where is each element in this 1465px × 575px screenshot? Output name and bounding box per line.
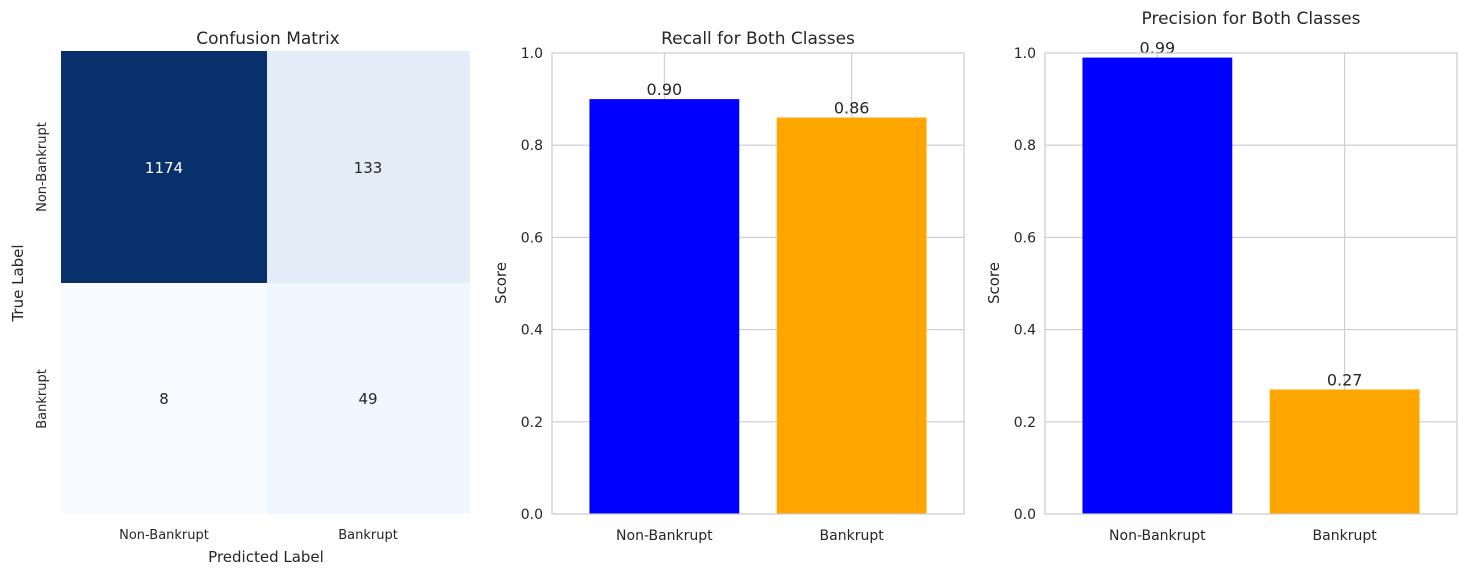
precision-ticks: 0.0 0.2 0.4 0.6 0.8 1.0 Non-Bankrupt Bankrupt [1014, 46, 1377, 544]
p2-x-tick-0: Non-Bankrupt [1109, 528, 1206, 544]
p1-y-tick-1: 0.2 [521, 415, 543, 431]
heatmap-y-tick-1: Bankrupt [35, 369, 50, 429]
precision-bars [1082, 57, 1420, 515]
precision-panel: Precision for Both Classes 0.990.27 0.00… [985, 9, 1458, 544]
p1-y-tick-5: 1.0 [521, 46, 543, 62]
p1-y-tick-4: 0.8 [521, 138, 543, 154]
precision-ylabel: Score [985, 262, 1003, 304]
confusion-matrix-title: Confusion Matrix [196, 29, 340, 49]
p2-y-tick-4: 0.8 [1014, 138, 1036, 154]
p1-data-label-1: 0.86 [834, 99, 870, 118]
heatmap-y-tick-0: Non-Bankrupt [35, 122, 50, 212]
p1-x-tick-0: Non-Bankrupt [616, 528, 713, 544]
recall-ylabel: Score [492, 262, 510, 304]
heatmap-value-0-1: 133 [354, 159, 383, 177]
p2-bar-0 [1082, 57, 1233, 515]
recall-panel: Recall for Both Classes 0.900.86 0.00.20… [492, 29, 965, 544]
heatmap-value-1-1: 49 [358, 390, 377, 408]
heatmap-cell-0-1 [267, 51, 470, 283]
p2-y-tick-3: 0.6 [1014, 230, 1036, 246]
p1-y-tick-3: 0.6 [521, 230, 543, 246]
p1-x-tick-1: Bankrupt [820, 528, 885, 544]
p1-bar-1 [776, 117, 927, 514]
recall-title: Recall for Both Classes [661, 29, 855, 49]
p2-bar-1 [1269, 389, 1420, 514]
heatmap-x-tick-1: Bankrupt [338, 528, 398, 543]
heatmap-value-0-0: 1174 [145, 159, 183, 177]
precision-axes-frame [1044, 52, 1458, 515]
p2-y-tick-1: 0.2 [1014, 415, 1036, 431]
p2-data-label-1: 0.27 [1327, 371, 1363, 390]
p1-y-tick-2: 0.4 [521, 323, 543, 339]
p2-y-tick-5: 1.0 [1014, 46, 1036, 62]
recall-axes-frame [551, 52, 965, 515]
recall-ticks: 0.0 0.2 0.4 0.6 0.8 1.0 Non-Bankrupt Bankrupt [521, 46, 884, 544]
p2-data-label-0: 0.99 [1140, 39, 1176, 58]
heatmap-cell-1-0 [61, 283, 267, 514]
precision-title: Precision for Both Classes [1142, 9, 1361, 29]
confusion-matrix-panel: Confusion Matrix 1174 133 8 49 Non-Bankr… [9, 29, 470, 566]
heatmap-cell-0-0 [61, 51, 267, 283]
p2-x-tick-1: Bankrupt [1313, 528, 1378, 544]
recall-bars [589, 99, 927, 514]
heatmap-ylabel: True Label [9, 244, 27, 322]
recall-data-labels: 0.90 0.86 [647, 80, 870, 117]
p1-bar-0 [589, 99, 740, 514]
p1-y-tick-0: 0.0 [521, 507, 543, 523]
p2-y-tick-2: 0.4 [1014, 323, 1036, 339]
heatmap-cell-1-1 [267, 283, 470, 514]
heatmap-value-1-0: 8 [159, 390, 169, 408]
p1-data-label-0: 0.90 [647, 80, 683, 99]
heatmap-x-tick-0: Non-Bankrupt [119, 528, 209, 543]
heatmap-xlabel: Predicted Label [208, 548, 324, 566]
p2-y-tick-0: 0.0 [1014, 507, 1036, 523]
